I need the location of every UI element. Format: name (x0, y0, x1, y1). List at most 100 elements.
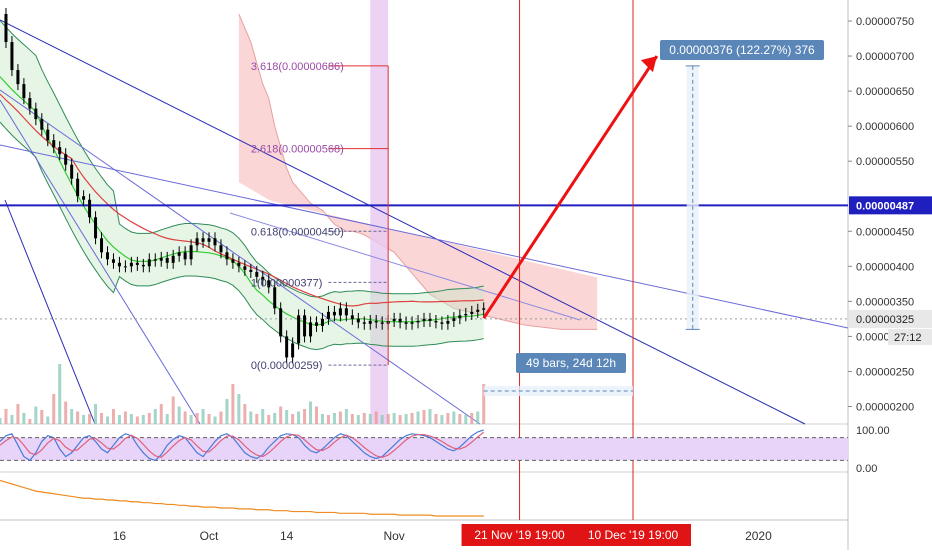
volume-bar (446, 413, 450, 424)
volume-bar (153, 409, 157, 424)
price-candle (189, 245, 193, 260)
price-candle (40, 119, 44, 130)
volume-bar (291, 414, 295, 424)
price-candle (28, 98, 32, 109)
price-candle (16, 70, 20, 85)
projection-arrow (482, 55, 659, 320)
price-candle (452, 318, 456, 321)
price-candle (141, 264, 145, 267)
volume-bar (88, 414, 92, 424)
trend-lines (0, 0, 849, 520)
price-candle (315, 322, 319, 326)
volume-bar (76, 411, 80, 424)
volume-bar (207, 414, 211, 424)
fib-level-label: 0(0.00000259) (251, 360, 323, 372)
bollinger-lower (0, 121, 484, 351)
volume-bar (123, 411, 127, 424)
price-candle (404, 322, 408, 324)
fib-level-label: 0.618(0.00000450) (251, 226, 344, 238)
volume-bar (147, 413, 151, 424)
price-candle (422, 318, 426, 321)
price-tick-label: 0.00000550 (856, 156, 914, 168)
ichimoku-cloud (238, 0, 598, 424)
main-pane[interactable] (0, 0, 848, 424)
moving-average (0, 76, 484, 326)
timer-badge: 27:12 (894, 332, 922, 344)
volume-bar (303, 409, 307, 424)
trend-line-lower (0, 89, 481, 425)
volume-bar (344, 409, 348, 424)
price-candle (410, 322, 414, 324)
measure-price-label: 0.00000376 (122.27%) 376 (669, 43, 815, 57)
measure-range-box (686, 65, 699, 330)
indicator-bands (0, 20, 484, 351)
price-candle (165, 257, 169, 263)
oscillator-pane[interactable] (0, 472, 848, 520)
last-price-badge: 0.00000325 (856, 314, 914, 326)
trend-line-short (229, 212, 581, 321)
volume-bar (82, 415, 86, 424)
price-candle (52, 140, 56, 148)
fib-level-label: 2.618(0.00000568) (251, 144, 344, 156)
volume-bar (249, 411, 253, 424)
price-axis: 100.00 0.00 0.00000750 0.00000700 0.00000650… (848, 16, 932, 475)
last-price-badge-bg (849, 309, 932, 328)
price-candle (10, 42, 14, 71)
price-candle (123, 266, 127, 268)
fibonacci-levels: 3.618(0.00000686) 2.618(0.00000568) 0.618(… (251, 61, 389, 372)
price-candle (231, 259, 235, 263)
volume-bar (309, 401, 313, 424)
price-candle (291, 343, 295, 358)
volume-bar (404, 414, 408, 424)
price-tick-label: 0.00000350 (856, 296, 914, 308)
level-price-badge: 0.00000487 (856, 200, 914, 212)
time-tick-label: Oct (200, 529, 219, 543)
stoch-k-line (0, 429, 484, 462)
level-price-badge-bg (849, 196, 932, 215)
volume-bar (273, 413, 277, 424)
price-candle (207, 238, 211, 242)
volume-bar (285, 410, 289, 424)
price-candle (356, 318, 360, 323)
volume-bar (0, 418, 2, 424)
volume-bars (0, 364, 486, 424)
measure-price-label-bg (660, 40, 824, 60)
price-candle (416, 320, 420, 323)
volume-bar (261, 409, 265, 424)
price-candle (183, 252, 187, 260)
price-candle (380, 322, 384, 324)
volume-bar (470, 413, 474, 424)
highlight-zone (370, 0, 389, 424)
price-candle (195, 238, 199, 246)
volume-bar (410, 413, 414, 424)
volume-bar (117, 415, 121, 424)
time-tick-label: 16 (113, 529, 127, 543)
price-candle (309, 322, 313, 337)
volume-bar (315, 406, 319, 424)
volume-bar (141, 415, 145, 424)
volume-bar (350, 414, 354, 424)
oscillator (0, 479, 484, 517)
price-candle (171, 255, 175, 263)
volume-bar (452, 411, 456, 424)
projection-arrowhead (640, 56, 657, 73)
volume-bar (297, 411, 301, 424)
volume-bar (219, 411, 223, 424)
oscillator-line (0, 479, 484, 517)
price-candle (177, 252, 181, 256)
price-candle (464, 313, 468, 316)
volume-bar (422, 410, 426, 424)
price-candle (273, 287, 277, 309)
cloud-span-a (238, 13, 598, 330)
measure-tools (482, 55, 700, 397)
volume-bar (58, 364, 62, 424)
price-candle (261, 276, 265, 281)
price-candle (64, 154, 68, 165)
price-candle (470, 311, 474, 314)
volume-bar (368, 414, 372, 424)
volume-bar (28, 419, 32, 424)
price-candle (237, 262, 241, 267)
